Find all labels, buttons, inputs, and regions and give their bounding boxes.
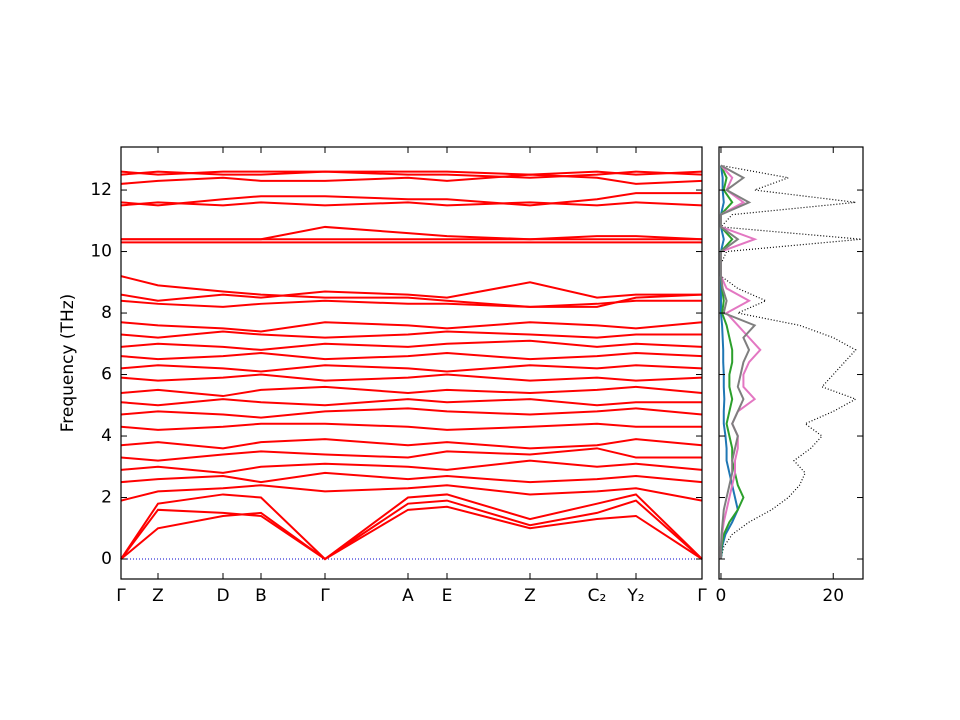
y-axis-label: Frequency (THz)	[58, 294, 78, 433]
x-tick-label: Y₂	[626, 586, 644, 606]
band-line	[120, 385, 703, 398]
x-tick-label: Z	[524, 586, 536, 606]
band-line	[120, 364, 703, 373]
band-line	[120, 499, 703, 561]
band-line	[120, 170, 703, 176]
band-line	[120, 339, 703, 351]
y-tick-label: 2	[101, 488, 112, 508]
x-tick-label: Z	[152, 586, 164, 606]
x-tick-label: Γ	[116, 586, 126, 606]
band-line	[120, 192, 702, 207]
band-line	[120, 447, 702, 462]
band-line	[120, 281, 702, 302]
dos-line	[719, 165, 745, 560]
y-tick-label: 0	[101, 549, 112, 569]
y-tick-label: 8	[101, 303, 112, 323]
y-tick-label: 10	[90, 242, 112, 262]
x-tick-label: E	[442, 586, 453, 606]
band-line	[120, 422, 702, 431]
band-line	[120, 484, 703, 502]
band-line	[120, 407, 703, 419]
dos-line	[719, 165, 739, 560]
band-line	[120, 373, 703, 382]
y-tick-label: 12	[90, 180, 112, 200]
x-tick-label: Γ	[320, 586, 330, 606]
plot-frame	[718, 146, 864, 580]
x-tick-label: 0	[716, 586, 727, 606]
x-tick-label: D	[216, 586, 229, 606]
dos-line	[719, 164, 757, 560]
band-line	[120, 398, 702, 407]
band-line	[120, 459, 703, 474]
x-tick-label: Γ	[697, 586, 707, 606]
y-tick-label: 6	[101, 365, 112, 385]
band-line	[120, 438, 703, 450]
band-line	[120, 330, 702, 339]
x-tick-label: 20	[822, 586, 844, 606]
x-tick-label: C₂	[588, 586, 607, 606]
band-line	[120, 321, 703, 333]
band-line	[120, 275, 703, 308]
x-tick-label: B	[255, 586, 267, 606]
band-line	[120, 493, 703, 561]
y-tick-label: 4	[101, 426, 112, 446]
band-line	[120, 201, 703, 207]
dos-line	[719, 164, 762, 560]
band-line	[120, 170, 703, 179]
plot-frame	[120, 146, 703, 580]
band-line	[120, 471, 703, 484]
band-line	[121, 225, 702, 241]
band-line	[120, 173, 703, 185]
band-line	[120, 505, 703, 561]
x-tick-label: A	[402, 586, 414, 606]
band-line	[120, 352, 703, 361]
